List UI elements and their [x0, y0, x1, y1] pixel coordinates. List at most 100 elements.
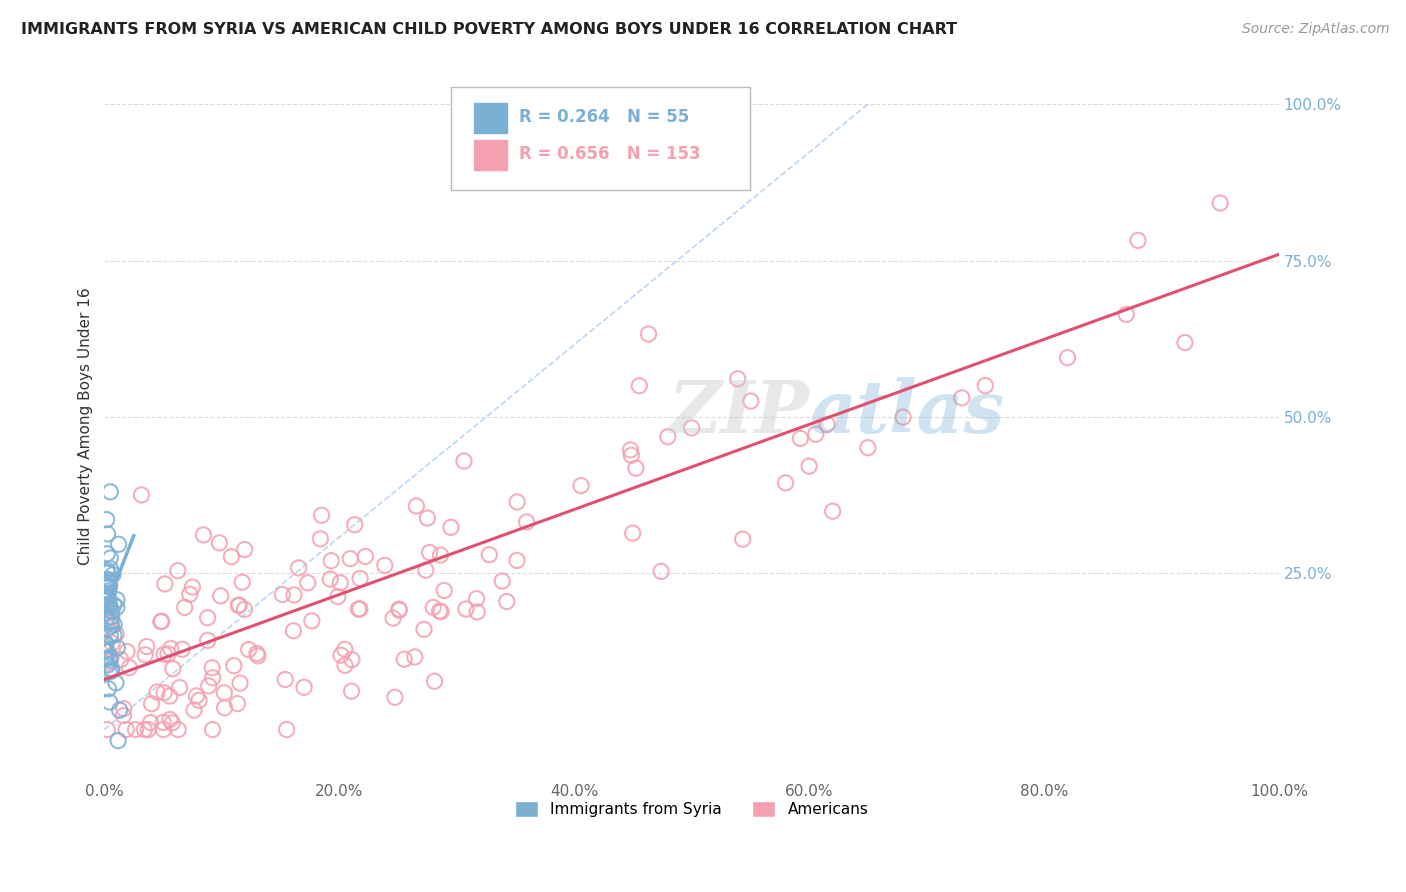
Point [374, 558, 396, 573]
FancyBboxPatch shape [451, 87, 751, 190]
Point [183, 703, 205, 717]
Point [413, 623, 436, 637]
Point [226, 697, 249, 711]
Point [152, 723, 174, 737]
Point [97, 566, 120, 580]
Point [804, 427, 827, 442]
Point [98, 599, 121, 614]
Point [214, 686, 236, 700]
Point [112, 701, 135, 715]
Point [283, 624, 305, 638]
Point [103, 617, 125, 632]
Point [100, 610, 122, 624]
Point [193, 528, 215, 542]
Point [1174, 335, 1197, 350]
Point [201, 671, 224, 685]
Point [283, 588, 305, 602]
Point [134, 723, 156, 737]
Point [974, 378, 997, 392]
Point [103, 598, 125, 612]
Point [214, 700, 236, 714]
Point [134, 648, 156, 662]
Point [96, 723, 118, 737]
Point [186, 689, 208, 703]
Point [950, 391, 973, 405]
Point [301, 614, 323, 628]
Point [419, 545, 441, 559]
Point [429, 604, 451, 618]
Point [105, 592, 128, 607]
Point [624, 461, 647, 475]
Point [100, 619, 122, 633]
Point [329, 575, 352, 590]
Point [101, 636, 124, 650]
Point [153, 577, 176, 591]
Point [775, 475, 797, 490]
Point [115, 723, 138, 737]
Point [173, 600, 195, 615]
Point [233, 542, 256, 557]
Point [197, 633, 219, 648]
Point [94, 578, 117, 592]
Point [333, 642, 356, 657]
Point [136, 723, 159, 737]
Point [93, 587, 115, 601]
Point [104, 675, 127, 690]
Point [789, 432, 811, 446]
Point [98, 580, 121, 594]
Point [394, 652, 416, 666]
Point [181, 580, 204, 594]
Point [229, 676, 252, 690]
Point [105, 640, 128, 655]
Point [100, 615, 122, 630]
Point [465, 605, 488, 619]
Point [1115, 307, 1137, 321]
Point [495, 594, 517, 608]
Point [96, 590, 118, 604]
Point [100, 650, 122, 665]
Point [1056, 351, 1078, 365]
Y-axis label: Child Poverty Among Boys Under 16: Child Poverty Among Boys Under 16 [79, 287, 93, 566]
Point [97, 586, 120, 600]
Point [349, 572, 371, 586]
Point [162, 715, 184, 730]
Point [516, 515, 538, 529]
Point [100, 609, 122, 624]
Point [153, 648, 176, 662]
Point [94, 636, 117, 650]
Point [422, 600, 444, 615]
Bar [474, 103, 508, 133]
Point [621, 526, 644, 541]
Text: IMMIGRANTS FROM SYRIA VS AMERICAN CHILD POVERTY AMONG BOYS UNDER 16 CORRELATION : IMMIGRANTS FROM SYRIA VS AMERICAN CHILD … [21, 22, 957, 37]
Point [153, 686, 176, 700]
Point [311, 508, 333, 523]
Point [107, 733, 129, 747]
Point [453, 454, 475, 468]
Point [188, 693, 211, 707]
Point [103, 628, 125, 642]
Point [159, 641, 181, 656]
Point [222, 658, 245, 673]
Point [821, 504, 844, 518]
Point [506, 495, 529, 509]
Point [98, 665, 121, 679]
Point [620, 448, 643, 462]
Point [159, 713, 181, 727]
Point [197, 611, 219, 625]
Point [309, 532, 332, 546]
Point [112, 708, 135, 723]
Point [94, 599, 117, 613]
Point [815, 417, 838, 432]
Point [201, 723, 224, 737]
Point [97, 584, 120, 599]
Point [96, 573, 118, 587]
Point [891, 410, 914, 425]
Point [98, 575, 121, 590]
Point [208, 536, 231, 550]
Point [238, 642, 260, 657]
Point [349, 602, 371, 616]
Point [731, 532, 754, 546]
Point [491, 574, 513, 588]
Point [166, 564, 188, 578]
Point [384, 690, 406, 705]
